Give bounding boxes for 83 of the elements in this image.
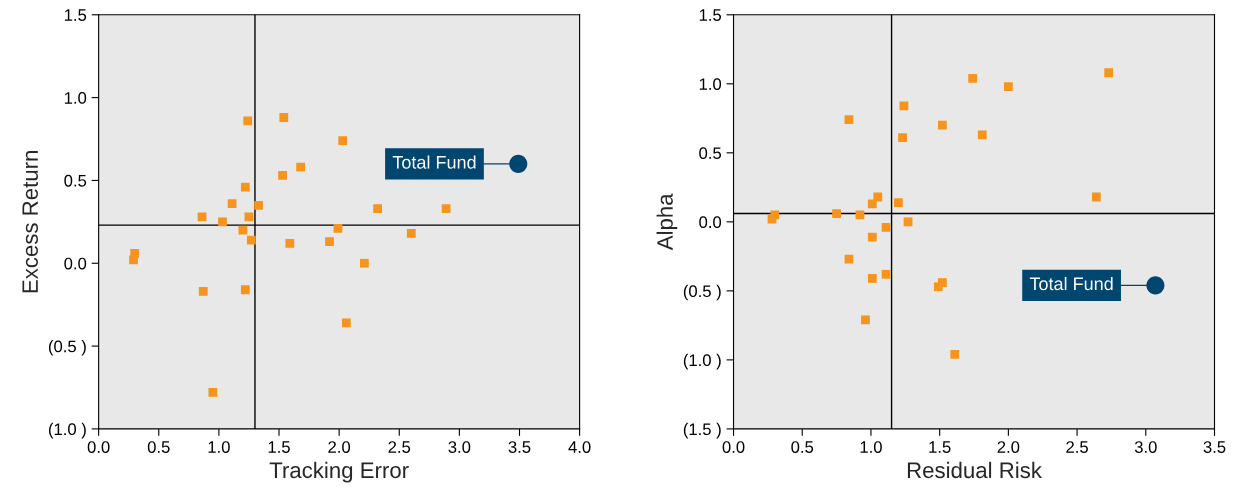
point [441,204,451,213]
x-tick-label: 0.0 [722,441,745,453]
y-tick-label: 1.5 [699,9,722,21]
point [844,115,854,125]
point [406,229,416,238]
point [1003,82,1013,91]
point [832,209,841,218]
y-axis-title: Alpha [656,193,678,251]
x-tick-label: 2.0 [328,441,351,453]
point [325,237,334,247]
point [881,222,891,232]
x-axis-title: Tracking Error [269,461,409,483]
x-tick-label: 2.0 [997,441,1020,453]
point [373,204,382,213]
point [844,254,854,264]
point [867,199,877,209]
point [898,133,907,143]
point [938,120,947,130]
point [243,116,253,126]
point [903,217,913,227]
x-tick-label: 1.5 [268,441,290,453]
point [1091,192,1101,202]
y-tick-label: (0.5 ) [48,340,86,356]
x-axis-title: Residual Risk [907,461,1042,479]
x-tick-label: 1.0 [860,441,882,453]
point [861,315,870,325]
point [950,349,960,359]
point [881,269,891,279]
x-tick-label: 0.0 [87,441,110,453]
y-tick-label: 1.0 [64,92,87,104]
y-axis-title: Excess Return [22,151,38,293]
point [338,136,348,146]
point [285,238,295,248]
legend-label: Total Fund [1029,276,1113,291]
x-tick-label: 3.0 [1134,441,1157,453]
point [244,212,254,222]
point [208,388,218,397]
point [977,130,987,140]
x-tick-label: 3.5 [508,441,531,453]
point [894,198,903,207]
x-tick-label: 1.0 [208,441,230,453]
x-tick-label: 3.5 [1203,441,1226,453]
point [296,162,306,172]
y-tick-label: 0.5 [699,147,722,160]
point [198,287,208,296]
point [867,232,877,242]
point [1104,68,1114,78]
point [240,285,250,295]
point [129,255,138,265]
y-tick-label: (1.5 ) [683,422,721,439]
x-tick-label: 1.5 [929,441,951,453]
y-tick-label: 0.0 [699,216,722,229]
point [238,225,248,235]
point [279,113,289,122]
point [341,318,351,328]
point [509,154,528,173]
x-tick-label: 0.5 [147,441,170,453]
y-tick-label: 0.0 [64,257,87,270]
legend-label: Total Fund [392,155,476,169]
point [218,217,227,227]
y-tick-label: (1.0 ) [683,353,721,370]
point [933,282,943,292]
x-tick-label: 2.5 [388,441,411,453]
point [227,199,237,209]
y-tick-label: (0.5 ) [683,284,721,301]
x-tick-label: 3.0 [448,441,471,453]
point [254,200,263,210]
y-tick-label: 1.5 [64,9,87,21]
point [867,274,877,283]
y-tick-label: 0.5 [64,174,87,187]
point [246,235,256,245]
x-tick-label: 2.5 [1066,441,1088,453]
x-tick-label: 0.5 [791,441,814,453]
point [333,224,343,233]
point [240,182,250,192]
point [359,258,369,268]
x-tick-label: 4.0 [568,441,591,453]
y-tick-label: (1.0 ) [48,422,86,439]
point [968,73,978,83]
point [278,171,288,180]
point [1146,276,1165,295]
y-tick-label: 1.0 [699,78,722,91]
point [197,212,207,222]
